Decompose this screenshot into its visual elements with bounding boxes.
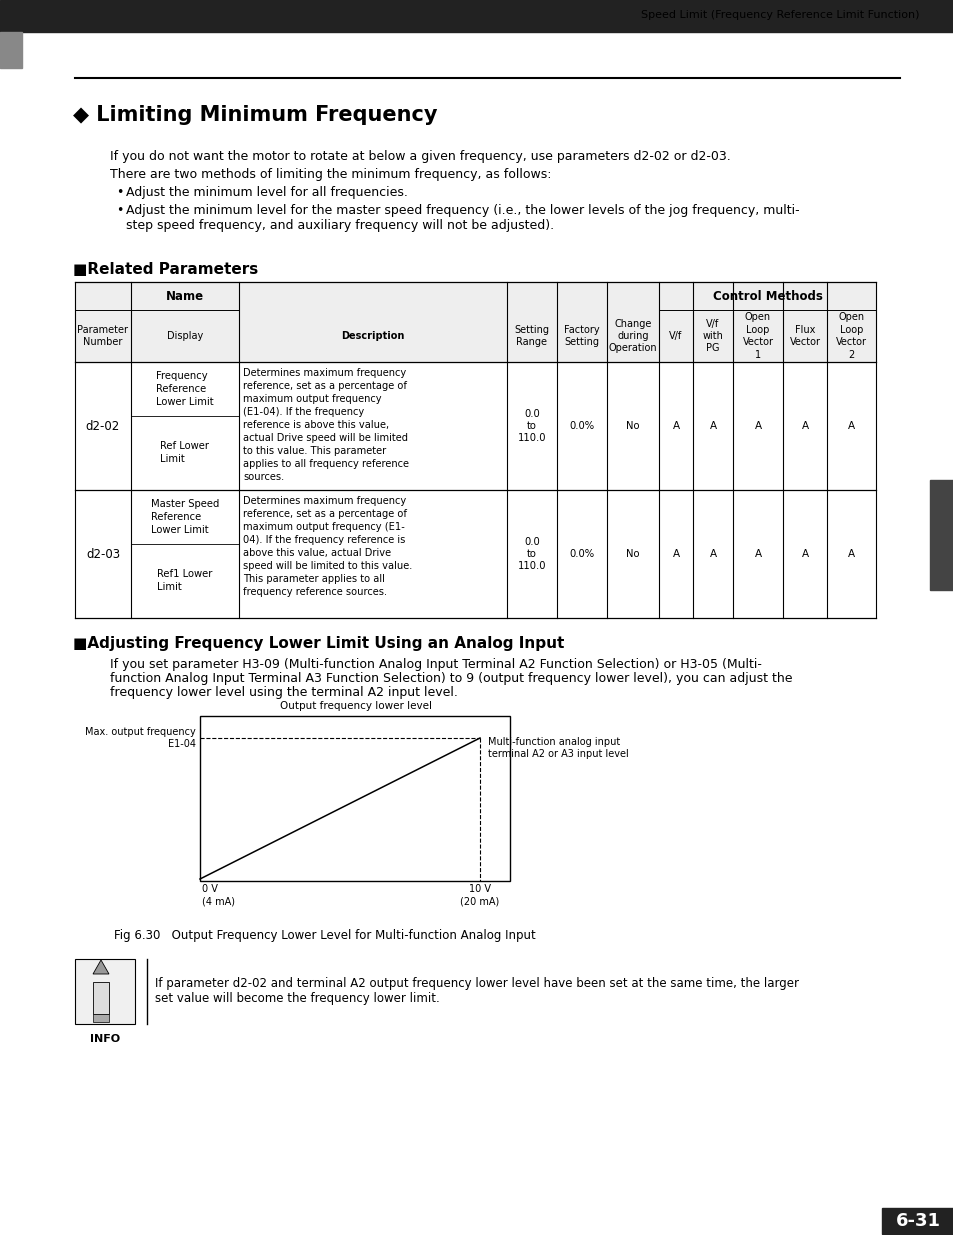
- Text: Speed Limit (Frequency Reference Limit Function): Speed Limit (Frequency Reference Limit F…: [640, 10, 919, 20]
- Text: A: A: [801, 550, 808, 559]
- Text: •: •: [116, 186, 123, 199]
- Text: 0.0%: 0.0%: [569, 421, 594, 431]
- Text: A: A: [709, 421, 716, 431]
- Bar: [929, 480, 953, 590]
- Polygon shape: [92, 960, 109, 974]
- Text: Determines maximum frequency
reference, set as a percentage of
maximum output fr: Determines maximum frequency reference, …: [243, 496, 412, 598]
- Text: d2-02: d2-02: [86, 420, 120, 432]
- Text: Max. output frequency
E1-04: Max. output frequency E1-04: [85, 727, 195, 750]
- Text: Setting
Range: Setting Range: [514, 325, 549, 347]
- Text: 0 V
(4 mA): 0 V (4 mA): [202, 884, 234, 906]
- Text: frequency lower level using the terminal A2 input level.: frequency lower level using the terminal…: [110, 685, 457, 699]
- Text: Adjust the minimum level for the master speed frequency (i.e., the lower levels : Adjust the minimum level for the master …: [126, 204, 799, 217]
- Text: Flux
Vector: Flux Vector: [789, 325, 820, 347]
- Text: Fig 6.30   Output Frequency Lower Level for Multi-function Analog Input: Fig 6.30 Output Frequency Lower Level fo…: [114, 929, 536, 942]
- Text: Adjust the minimum level for all frequencies.: Adjust the minimum level for all frequen…: [126, 186, 408, 199]
- Text: •: •: [116, 204, 123, 217]
- Text: A: A: [801, 421, 808, 431]
- Text: A: A: [709, 550, 716, 559]
- Text: If parameter d2-02 and terminal A2 output frequency lower level have been set at: If parameter d2-02 and terminal A2 outpu…: [154, 977, 799, 990]
- Text: No: No: [625, 550, 639, 559]
- Text: d2-03: d2-03: [86, 547, 120, 561]
- Text: Factory
Setting: Factory Setting: [563, 325, 599, 347]
- Text: Display: Display: [167, 331, 203, 341]
- Text: A: A: [847, 550, 854, 559]
- Text: Change
during
Operation: Change during Operation: [608, 319, 657, 353]
- Text: ◆ Limiting Minimum Frequency: ◆ Limiting Minimum Frequency: [73, 105, 437, 125]
- Text: Frequency
Reference
Lower Limit: Frequency Reference Lower Limit: [156, 370, 213, 408]
- Text: Open
Loop
Vector
1: Open Loop Vector 1: [741, 312, 773, 359]
- Text: Output frequency lower level: Output frequency lower level: [280, 701, 432, 711]
- Text: A: A: [754, 421, 760, 431]
- Text: step speed frequency, and auxiliary frequency will not be adjusted).: step speed frequency, and auxiliary freq…: [126, 219, 554, 232]
- Bar: [882, 1208, 953, 1234]
- Text: INFO: INFO: [90, 1034, 120, 1044]
- Text: Description: Description: [341, 331, 404, 341]
- Bar: [0, 32, 22, 68]
- Text: set value will become the frequency lower limit.: set value will become the frequency lowe…: [154, 992, 439, 1005]
- Text: Name: Name: [166, 289, 204, 303]
- Bar: [75, 960, 135, 1024]
- Text: Open
Loop
Vector
2: Open Loop Vector 2: [835, 312, 866, 359]
- Text: Ref Lower
Limit: Ref Lower Limit: [160, 441, 210, 464]
- Text: Control Methods: Control Methods: [712, 289, 821, 303]
- Text: A: A: [672, 421, 679, 431]
- Text: function Analog Input Terminal A3 Function Selection) to 9 (output frequency low: function Analog Input Terminal A3 Functi…: [110, 672, 792, 685]
- Text: 0.0%: 0.0%: [569, 550, 594, 559]
- Text: Ref1 Lower
Limit: Ref1 Lower Limit: [157, 569, 213, 593]
- Bar: [92, 1014, 109, 1023]
- Text: Master Speed
Reference
Lower Limit: Master Speed Reference Lower Limit: [151, 499, 219, 535]
- Text: ■Adjusting Frequency Lower Limit Using an Analog Input: ■Adjusting Frequency Lower Limit Using a…: [73, 636, 564, 651]
- Text: A: A: [847, 421, 854, 431]
- Text: No: No: [625, 421, 639, 431]
- Text: 10 V
(20 mA): 10 V (20 mA): [460, 884, 499, 906]
- Bar: [92, 982, 109, 1014]
- Text: There are two methods of limiting the minimum frequency, as follows:: There are two methods of limiting the mi…: [110, 168, 551, 182]
- Text: A: A: [672, 550, 679, 559]
- Text: 6-31: 6-31: [895, 1212, 940, 1230]
- Bar: [75, 282, 875, 362]
- Text: 0.0
to
110.0: 0.0 to 110.0: [517, 409, 546, 443]
- Text: Determines maximum frequency
reference, set as a percentage of
maximum output fr: Determines maximum frequency reference, …: [243, 368, 409, 483]
- Text: If you do not want the motor to rotate at below a given frequency, use parameter: If you do not want the motor to rotate a…: [110, 149, 730, 163]
- Bar: [200, 716, 510, 881]
- Text: A: A: [754, 550, 760, 559]
- Text: Parameter
Number: Parameter Number: [77, 325, 129, 347]
- Text: V/f
with
PG: V/f with PG: [701, 319, 722, 353]
- Text: 0.0
to
110.0: 0.0 to 110.0: [517, 536, 546, 572]
- Text: If you set parameter H3-09 (Multi-function Analog Input Terminal A2 Function Sel: If you set parameter H3-09 (Multi-functi…: [110, 658, 761, 671]
- Text: Multi-function analog input
terminal A2 or A3 input level: Multi-function analog input terminal A2 …: [488, 737, 628, 760]
- Text: V/f: V/f: [669, 331, 682, 341]
- Bar: [0, 0, 953, 32]
- Text: ■Related Parameters: ■Related Parameters: [73, 262, 258, 277]
